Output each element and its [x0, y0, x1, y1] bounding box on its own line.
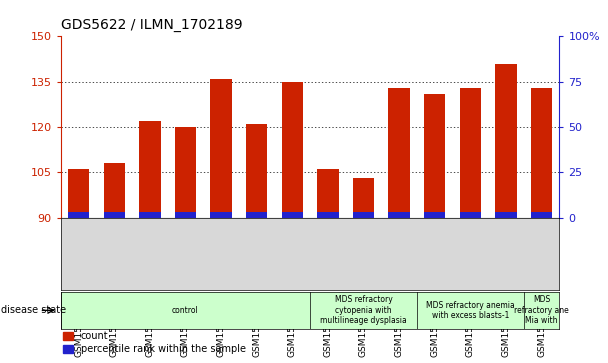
Bar — [353, 179, 374, 218]
Bar — [210, 212, 232, 218]
Bar — [103, 163, 125, 218]
Text: GDS5622 / ILMN_1702189: GDS5622 / ILMN_1702189 — [61, 19, 243, 33]
Bar — [68, 170, 89, 218]
Bar — [531, 212, 552, 218]
Bar — [424, 94, 446, 218]
Text: disease state: disease state — [1, 305, 66, 315]
Bar — [174, 127, 196, 218]
Text: MDS refractory anemia
with excess blasts-1: MDS refractory anemia with excess blasts… — [426, 301, 515, 320]
Bar — [317, 212, 339, 218]
Bar — [531, 88, 552, 218]
Bar — [246, 212, 268, 218]
Bar — [139, 121, 161, 218]
Bar — [496, 212, 517, 218]
Legend: count, percentile rank within the sample: count, percentile rank within the sample — [60, 327, 250, 358]
Bar — [353, 212, 374, 218]
Bar — [424, 212, 446, 218]
Text: MDS
refractory ane
Mia with: MDS refractory ane Mia with — [514, 295, 569, 325]
Bar — [174, 212, 196, 218]
Bar — [389, 88, 410, 218]
Bar — [460, 88, 481, 218]
Bar — [496, 64, 517, 218]
Bar — [103, 212, 125, 218]
Bar — [460, 212, 481, 218]
Bar — [139, 212, 161, 218]
Bar — [282, 82, 303, 218]
Bar — [282, 212, 303, 218]
Bar — [68, 212, 89, 218]
Bar — [389, 212, 410, 218]
Text: control: control — [172, 306, 199, 315]
Bar — [246, 124, 268, 218]
Text: MDS refractory
cytopenia with
multilineage dysplasia: MDS refractory cytopenia with multilinea… — [320, 295, 407, 325]
Bar — [317, 170, 339, 218]
Bar — [210, 79, 232, 218]
